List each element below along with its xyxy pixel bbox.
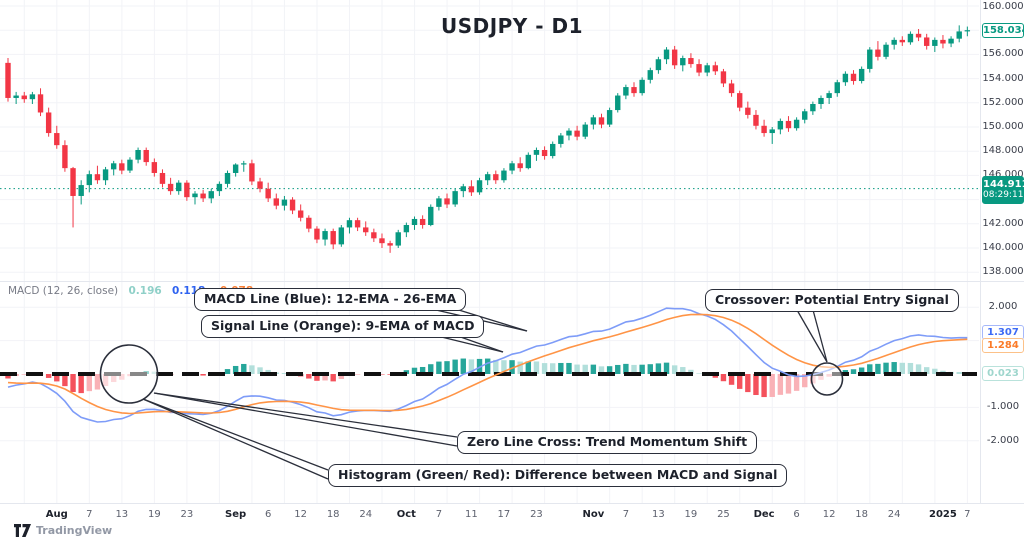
histogram-callout	[142, 398, 329, 471]
time-tick-label: 2025	[929, 509, 957, 520]
zero-cross-callout	[153, 392, 458, 447]
time-tick-label: 19	[147, 509, 161, 520]
axis-tick-label: -1.000	[986, 401, 1020, 413]
axis-tick-label: 154.000	[982, 72, 1024, 84]
time-tick-label: Dec	[753, 509, 775, 520]
time-tick-label: Oct	[396, 509, 416, 520]
time-tick-label: 24	[887, 509, 901, 520]
time-tick-label: 17	[497, 509, 511, 520]
callout-lines	[142, 294, 828, 480]
axis-tick-label: 2.000	[988, 301, 1018, 313]
time-tick-label: 18	[326, 509, 340, 520]
axis-tick-label: 146.000	[982, 169, 1024, 181]
axis-tick-label: -2.000	[986, 434, 1020, 446]
grid	[0, 0, 979, 503]
axis-tick-label: 138.000	[982, 266, 1024, 278]
signal-value-badge: 1.284	[982, 338, 1024, 354]
axis-tick-label: 148.000	[982, 145, 1024, 157]
time-tick-label: 23	[530, 509, 543, 520]
pane-separators	[0, 0, 1024, 504]
axis-tick-label: 160.000	[982, 1, 1024, 12]
axis-tick-label: 150.000	[982, 121, 1024, 132]
time-tick-label: 12	[822, 509, 836, 520]
axis-tick-label: 156.000	[982, 48, 1024, 60]
chart-title: USDJPY - D1	[440, 14, 584, 38]
time-tick-label: 6	[793, 509, 800, 520]
macd-lines	[7, 307, 968, 423]
time-tick-label: Nov	[582, 509, 605, 520]
time-tick-label: Aug	[45, 509, 68, 520]
current-price-time: 08:29:11	[983, 189, 1024, 200]
zero-cross-circle-annotation[interactable]	[99, 344, 159, 404]
annotation-histogram[interactable]: Histogram (Green/ Red): Difference betwe…	[328, 464, 788, 487]
current-price-badge: 144.911 08:29:11	[982, 175, 1024, 204]
axis-tick-label: 142.000	[982, 217, 1024, 229]
drawing-annotations[interactable]	[99, 294, 844, 480]
time-tick-label: 7	[622, 509, 630, 520]
candlestick-series	[5, 25, 971, 253]
annotation-signal-line[interactable]: Signal Line (Orange): 9-EMA of MACD	[201, 315, 485, 338]
tradingview-logo[interactable]: TradingView	[14, 524, 112, 537]
axis-tick-label: 140.000	[982, 242, 1024, 253]
tradingview-brand-text: TradingView	[36, 524, 113, 537]
axis-tick-label: 152.000	[982, 96, 1024, 108]
crossover-circle-annotation[interactable]	[810, 362, 844, 396]
annotation-crossover[interactable]: Crossover: Potential Entry Signal	[705, 289, 959, 312]
annotation-zero-line-cross[interactable]: Zero Line Cross: Trend Momentum Shift	[457, 431, 758, 454]
annotation-macd-line[interactable]: MACD Line (Blue): 12-EMA - 26-EMA	[194, 288, 467, 311]
time-tick-label: 24	[359, 509, 373, 520]
time-tick-label: 13	[115, 509, 129, 520]
signal-line	[7, 313, 968, 415]
time-tick-label: 13	[652, 509, 665, 520]
indicator-name: MACD (12, 26, close)	[8, 285, 119, 297]
time-tick-label: 6	[264, 509, 272, 520]
zero-cross-callout	[153, 392, 458, 438]
time-tick-label: 12	[294, 509, 308, 520]
time-tick-label: 7	[86, 509, 93, 520]
time-tick-label: Sep	[225, 509, 247, 520]
time-tick-label: 25	[717, 509, 730, 520]
time-tick-label: 11	[465, 509, 478, 520]
time-tick-label: 23	[180, 509, 194, 520]
histogram-value-badge: 0.023	[982, 365, 1024, 381]
time-tick-label: 7	[964, 509, 971, 520]
crossover-callout	[796, 309, 828, 363]
crossover-callout	[812, 309, 828, 363]
time-tick-label: 19	[684, 509, 698, 520]
time-axis[interactable]: Aug 7 13 19 23 Sep 6 12 18 24 Oct 7 11 17 23 Nov 7 13 19 25…	[0, 503, 980, 525]
indicator-histogram-value: 0.196	[128, 285, 162, 297]
time-tick-label: 18	[855, 509, 868, 520]
current-price-value: 144.911	[983, 178, 1024, 190]
price-axis[interactable]: 160.000 156.000 154.000 152.000 150.000 148.0…	[982, 0, 1024, 503]
time-tick-label: 7	[435, 509, 443, 520]
last-price-badge: 158.034	[982, 22, 1024, 38]
histogram-callout	[142, 398, 329, 480]
tradingview-logo-icon	[14, 524, 31, 537]
